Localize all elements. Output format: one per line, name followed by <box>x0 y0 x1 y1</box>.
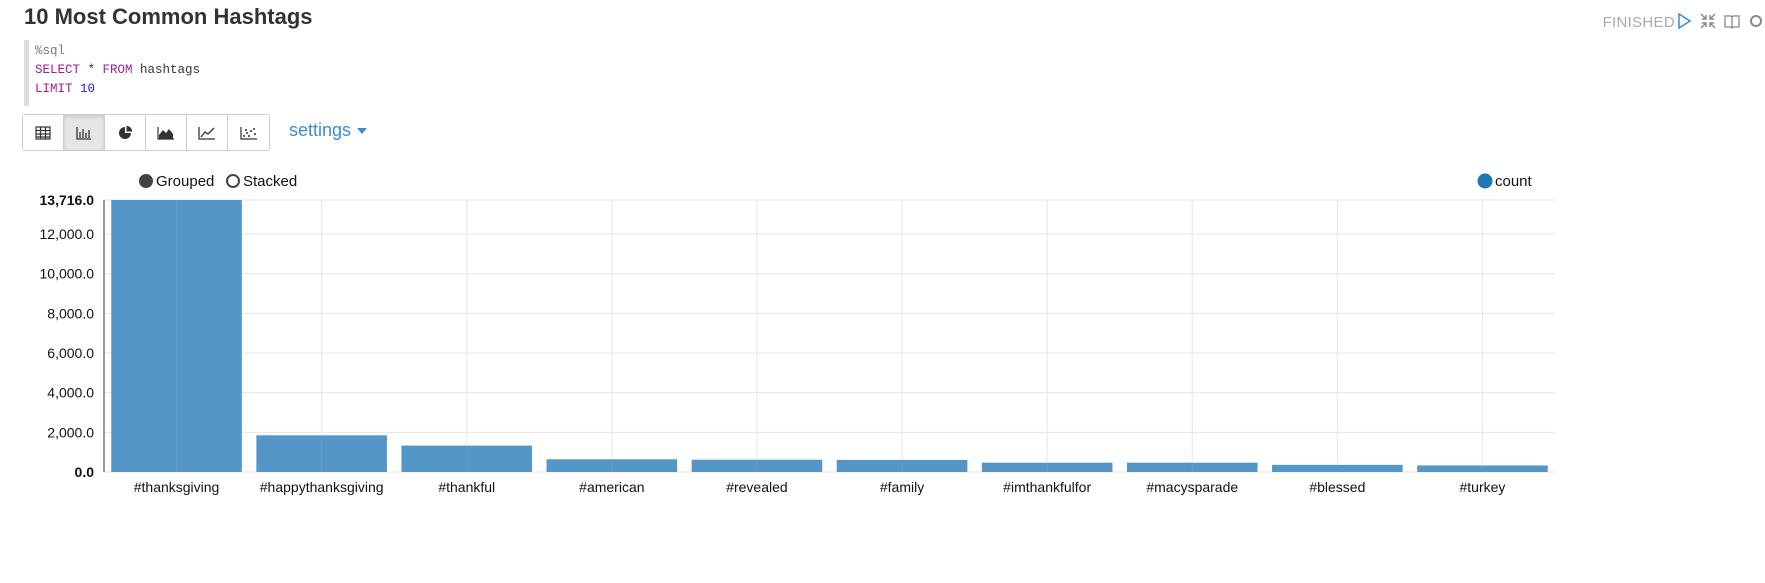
paragraph-controls <box>1675 12 1765 30</box>
compress-icon[interactable] <box>1699 12 1717 30</box>
pie-chart-icon <box>119 125 133 139</box>
y-tick-label: 13,716.0 <box>40 192 95 208</box>
interpreter-tag: %sql <box>35 44 66 58</box>
chart-bars <box>111 200 1548 472</box>
x-tick-label: #turkey <box>1459 479 1505 495</box>
stacked-radio[interactable] <box>226 174 240 188</box>
sql-keyword-from: FROM <box>102 63 133 77</box>
sql-table-name: hashtags <box>132 63 201 77</box>
code-line-3: LIMIT 10 <box>35 80 1504 99</box>
chart-axes: 0.0 2,000.0 4,000.0 6,000.0 8,000.0 10,000.0 1… <box>40 192 1506 495</box>
bar-chart-icon <box>76 126 91 140</box>
code-line-2: SELECT * FROM hashtags <box>35 61 1504 80</box>
sql-limit-value: 10 <box>80 82 96 96</box>
gear-icon[interactable] <box>1747 12 1765 30</box>
legend-dot[interactable] <box>1477 173 1493 189</box>
table-icon <box>35 125 51 140</box>
play-icon[interactable] <box>1675 12 1693 30</box>
bar-blessed[interactable] <box>1272 464 1403 472</box>
sql-keyword-select: SELECT <box>35 63 81 77</box>
legend-label[interactable]: count <box>1495 173 1533 190</box>
code-line-1: %sql <box>35 42 1504 61</box>
bar-thanksgiving[interactable] <box>111 200 242 472</box>
y-tick-label: 0.0 <box>75 464 95 480</box>
bar-american[interactable] <box>546 459 678 472</box>
bar-thankful[interactable] <box>401 445 533 472</box>
grouped-label[interactable]: Grouped <box>156 173 214 190</box>
scatter-chart-view-button[interactable] <box>228 115 269 150</box>
x-tick-label: #happythanksgiving <box>260 479 384 495</box>
x-tick-label: #american <box>579 479 644 495</box>
bar-family[interactable] <box>836 459 968 472</box>
bar-chart-view-button[interactable] <box>64 115 105 150</box>
bar-happythanksgiving[interactable] <box>256 435 387 472</box>
pie-chart-view-button[interactable] <box>105 115 146 150</box>
grouped-radio[interactable] <box>139 174 153 188</box>
y-tick-label: 6,000.0 <box>47 345 94 361</box>
line-chart-icon <box>198 126 215 140</box>
sql-keyword-limit: LIMIT <box>35 82 73 96</box>
bar-chart: 0.0 2,000.0 4,000.0 6,000.0 8,000.0 10,000.0 1… <box>40 173 1555 495</box>
sql-editor[interactable]: %sql SELECT * FROM hashtags LIMIT 10 <box>24 40 1504 106</box>
y-tick-label: 10,000.0 <box>40 266 95 282</box>
y-tick-label: 12,000.0 <box>40 226 95 242</box>
x-tick-label: #imthankfulfor <box>1003 479 1091 495</box>
x-tick-label: #family <box>880 479 924 495</box>
sql-star: * <box>80 63 103 77</box>
y-tick-label: 2,000.0 <box>47 424 94 440</box>
bar-imthankfulfor[interactable] <box>981 462 1113 472</box>
chart-controls: Grouped Stacked count <box>139 173 1533 190</box>
table-view-button[interactable] <box>23 115 64 150</box>
bar-revealed[interactable] <box>691 459 823 472</box>
y-tick-label: 8,000.0 <box>47 305 94 321</box>
x-tick-label: #blessed <box>1309 479 1365 495</box>
paragraph-title: 10 Most Common Hashtags <box>24 4 313 29</box>
x-tick-label: #thankful <box>438 479 495 495</box>
x-tick-label: #revealed <box>726 479 788 495</box>
bar-turkey[interactable] <box>1417 465 1548 472</box>
book-icon[interactable] <box>1723 12 1741 30</box>
visualization-toolbar <box>22 114 270 151</box>
settings-dropdown[interactable]: settings <box>289 120 368 141</box>
scatter-chart-icon <box>239 126 257 140</box>
settings-label: settings <box>289 120 352 140</box>
area-chart-view-button[interactable] <box>146 115 187 150</box>
status-label: FINISHED <box>1602 14 1675 31</box>
x-tick-label: #macysparade <box>1146 479 1238 495</box>
caret-down-icon <box>357 127 368 134</box>
y-tick-label: 4,000.0 <box>47 385 94 401</box>
line-chart-view-button[interactable] <box>187 115 228 150</box>
bar-macysparade[interactable] <box>1126 462 1258 472</box>
stacked-label[interactable]: Stacked <box>243 173 297 190</box>
area-chart-icon <box>157 126 174 140</box>
x-tick-label: #thanksgiving <box>134 479 220 495</box>
